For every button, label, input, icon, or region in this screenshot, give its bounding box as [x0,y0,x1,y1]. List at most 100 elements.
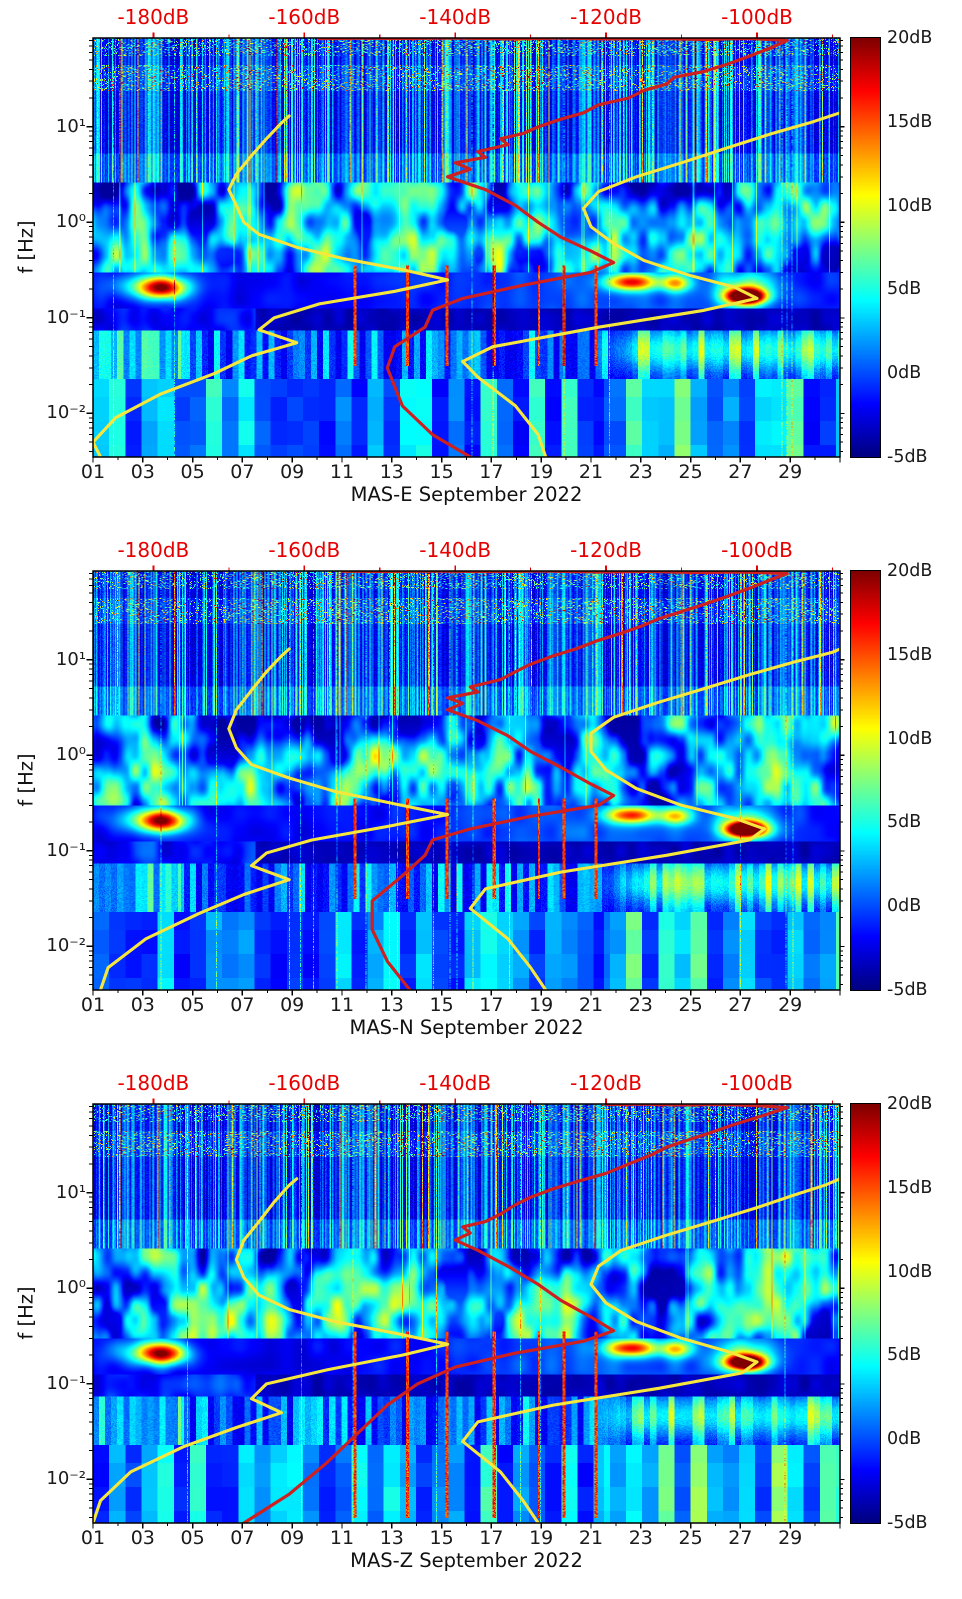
x-axis-tick-label: 21 [578,461,604,483]
colorbar-tick-label: 20dB [887,28,933,48]
x-axis-tick-label: 25 [678,461,703,483]
x-axis-tick-label: 11 [329,461,355,483]
top-axis-tick-label: -100dB [721,1071,793,1095]
colorbar-tick-label: 10dB [887,195,933,216]
x-axis-tick-label: 27 [728,994,753,1016]
x-axis-tick-label: 13 [379,461,404,483]
top-axis-tick-label: -160dB [268,538,341,562]
top-axis-tick-label: -180dB [117,1071,190,1095]
top-axis-tick-label: -140dB [419,1071,492,1095]
x-axis-tick-label: 19 [529,461,554,483]
x-axis-tick-label: 11 [329,1527,355,1549]
x-axis-tick-label: 23 [628,1527,653,1549]
x-axis-tick-label: 27 [728,461,753,483]
x-axis-tick-label: 15 [429,461,454,483]
panel-title: MAS-Z September 2022 [350,1549,583,1572]
x-axis-tick-label: 13 [379,1527,404,1549]
spectrogram-heatmap [93,1104,840,1523]
x-axis-tick-label: 13 [379,994,404,1016]
colorbar-tick-label: -5dB [887,447,928,467]
x-axis-tick-label: 17 [479,461,504,483]
x-axis-tick-label: 21 [578,994,604,1016]
x-axis-tick-label: 23 [628,994,653,1016]
x-axis-tick-label: 01 [80,1527,106,1549]
x-axis-tick-label: 29 [778,461,803,483]
spectrogram-panel-mas-n: f [Hz] MAS-N September 2022 -180dB -160dB… [0,533,962,1066]
colorbar-tick-label: -5dB [887,1513,928,1533]
top-axis-tick-label: -100dB [721,5,793,29]
colorbar-tick-label: 5dB [887,279,922,300]
y-axis-tick-label: 10⁻¹ [46,1372,86,1394]
top-axis-tick-label: -120dB [570,1071,642,1095]
y-axis-tick-label: 10⁻² [46,1468,86,1490]
x-axis-tick-label: 25 [678,994,703,1016]
y-axis-tick-label: 10¹ [55,1181,86,1203]
x-axis-tick-label: 03 [130,994,155,1016]
y-axis-tick-label: 10⁰ [55,211,86,233]
x-axis-tick-label: 23 [628,461,653,483]
x-axis-tick-label: 29 [778,994,803,1016]
colorbar-tick-label: 5dB [887,812,922,833]
panel-title: MAS-E September 2022 [350,483,583,506]
x-axis-tick-label: 07 [230,1527,255,1549]
x-axis-tick-label: 01 [80,461,106,483]
colorbar [850,570,881,991]
y-axis-tick-label: 10⁻² [46,935,86,957]
colorbar-tick-label: 10dB [887,1261,933,1282]
x-axis-tick-label: 15 [429,994,454,1016]
x-axis-tick-label: 03 [130,1527,155,1549]
x-axis-tick-label: 01 [80,994,106,1016]
colorbar-tick-label: 5dB [887,1345,922,1366]
top-axis-tick-label: -180dB [117,538,190,562]
colorbar-tick-label: 15dB [887,111,933,132]
colorbar-tick-label: 15dB [887,1177,933,1198]
y-axis-tick-label: 10⁰ [55,744,86,766]
x-axis-tick-label: 19 [529,1527,554,1549]
y-axis-tick-label: 10⁻¹ [46,839,86,861]
x-axis-tick-label: 09 [280,994,305,1016]
x-axis-tick-label: 05 [180,461,205,483]
colorbar [850,37,881,458]
top-axis-tick-label: -160dB [268,1071,341,1095]
top-axis-tick-label: -140dB [419,538,492,562]
x-axis-tick-label: 09 [280,1527,305,1549]
x-axis-tick-label: 07 [230,461,255,483]
y-axis-tick-label: 10⁻² [46,402,86,424]
colorbar-tick-label: 20dB [887,1094,933,1114]
y-axis-tick-label: 10¹ [55,648,86,670]
x-axis-tick-label: 15 [429,1527,454,1549]
top-axis-tick-label: -160dB [268,5,341,29]
y-axis-tick-label: 10⁻¹ [46,306,86,328]
x-axis-tick-label: 27 [728,1527,753,1549]
colorbar-tick-label: 10dB [887,728,933,749]
panel-title: MAS-N September 2022 [349,1016,584,1039]
x-axis-tick-label: 03 [130,461,155,483]
colorbar-tick-label: 20dB [887,561,933,581]
spectrogram-heatmap [93,38,840,457]
top-axis-tick-label: -180dB [117,5,190,29]
x-axis-tick-label: 29 [778,1527,803,1549]
x-axis-tick-label: 17 [479,994,504,1016]
x-axis-tick-label: 05 [180,994,205,1016]
colorbar-tick-label: 0dB [887,363,922,384]
top-axis-tick-label: -120dB [570,5,642,29]
x-axis-tick-label: 11 [329,994,355,1016]
y-axis-tick-label: 10⁰ [55,1277,86,1299]
x-axis-tick-label: 25 [678,1527,703,1549]
y-axis-tick-label: 10¹ [55,115,86,137]
top-axis-tick-label: -140dB [419,5,492,29]
colorbar-tick-label: 15dB [887,644,933,665]
x-axis-tick-label: 21 [578,1527,604,1549]
x-axis-tick-label: 05 [180,1527,205,1549]
spectrogram-panel-mas-e: f [Hz] MAS-E September 2022 -180dB -160dB… [0,0,962,533]
colorbar-tick-label: 0dB [887,1429,922,1450]
x-axis-tick-label: 19 [529,994,554,1016]
colorbar-tick-label: 0dB [887,896,922,917]
x-axis-tick-label: 17 [479,1527,504,1549]
top-axis-tick-label: -100dB [721,538,793,562]
top-axis-tick-label: -120dB [570,538,642,562]
x-axis-tick-label: 07 [230,994,255,1016]
spectrogram-panel-mas-z: f [Hz] MAS-Z September 2022 -180dB -160dB… [0,1066,962,1599]
